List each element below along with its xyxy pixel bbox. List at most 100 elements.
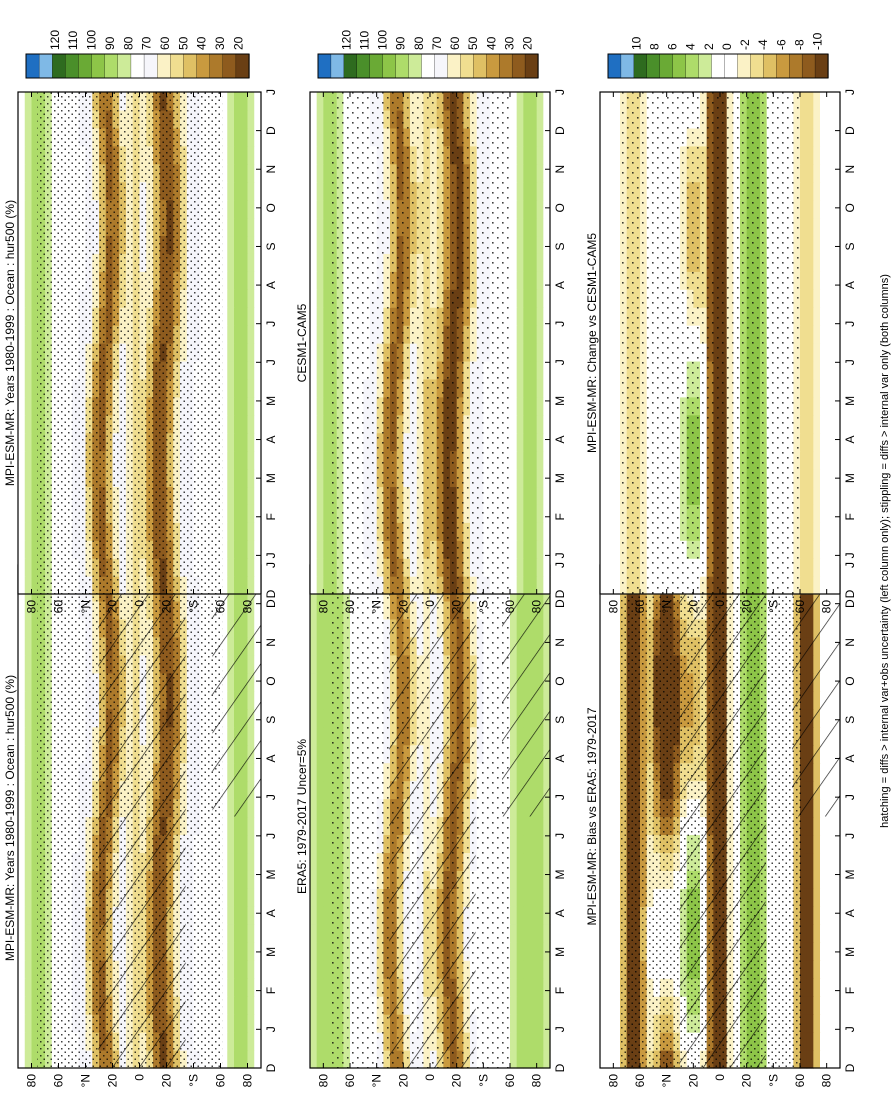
field-cell — [227, 540, 235, 559]
field-cell — [523, 307, 531, 326]
colorbar-swatch — [317, 53, 332, 79]
field-cell — [516, 1032, 524, 1051]
field-cell — [536, 468, 544, 488]
field-cell — [247, 235, 255, 254]
field-cell — [24, 576, 33, 595]
field-cell — [240, 888, 249, 907]
lat-label: 60 — [52, 600, 66, 614]
field-cell — [310, 1014, 318, 1033]
field-cell — [523, 163, 531, 183]
field-cell — [826, 1032, 834, 1051]
field-cell — [323, 127, 331, 147]
field-cell — [536, 289, 544, 308]
field-cell — [323, 636, 331, 656]
field-cell — [536, 834, 544, 854]
field-cell — [310, 181, 318, 201]
field-cell — [240, 1014, 249, 1033]
field-cell — [220, 522, 228, 541]
field-cell — [543, 289, 551, 308]
field-cell — [254, 1050, 262, 1069]
field-cell — [516, 996, 524, 1015]
field-cell — [613, 924, 621, 943]
field-cell — [813, 852, 821, 871]
field-cell — [536, 522, 544, 541]
field-cell — [31, 307, 39, 326]
field-cell — [234, 834, 242, 854]
field-cell — [227, 271, 235, 290]
field-cell — [240, 816, 249, 836]
field-cell — [227, 486, 235, 505]
lat-label: 80 — [316, 600, 330, 614]
field-cell — [227, 217, 235, 237]
field-cell — [227, 109, 235, 129]
field-cell — [18, 798, 26, 818]
field-cell — [234, 468, 242, 488]
lat-label: 60 — [503, 1074, 517, 1088]
colorbar-label: 20 — [521, 36, 535, 50]
field-cell — [530, 360, 538, 380]
field-cell — [530, 450, 538, 470]
field-cell — [310, 762, 318, 782]
colorbar-label: 120 — [339, 30, 353, 50]
field-cell — [227, 558, 235, 577]
colorbar-label: 90 — [103, 36, 117, 50]
lat-label: 20 — [396, 600, 410, 614]
field-cell — [523, 540, 531, 559]
field-cell — [24, 888, 33, 907]
field-cell — [516, 199, 524, 219]
field-cell — [254, 253, 262, 272]
field-cell — [316, 145, 324, 165]
field-cell — [316, 636, 324, 656]
field-cell — [24, 127, 33, 147]
field-cell — [254, 1014, 262, 1033]
field-cell — [24, 271, 33, 290]
field-cell — [31, 235, 39, 254]
month-label: D — [553, 126, 567, 135]
field-cell — [234, 307, 242, 326]
field-cell — [516, 834, 524, 854]
field-cell — [316, 343, 324, 362]
colorbar-swatch — [104, 53, 119, 79]
field-cell — [833, 888, 841, 907]
field-cell — [600, 1050, 608, 1069]
field-cell — [254, 343, 262, 362]
field-cell — [18, 744, 26, 764]
field-cell — [234, 996, 242, 1015]
month-label: M — [264, 870, 278, 880]
field-cell — [606, 1032, 614, 1051]
panel-title: CESM1-CAM5 — [295, 303, 309, 382]
field-cell — [543, 522, 551, 541]
field-cell — [316, 253, 324, 272]
field-cell — [543, 486, 551, 505]
field-cell — [826, 852, 834, 871]
colorbar-label: 30 — [502, 36, 516, 50]
field-cell — [24, 325, 33, 344]
field-cell — [310, 600, 318, 620]
field-cell — [254, 978, 262, 997]
field-cell — [800, 888, 808, 907]
field-cell — [800, 906, 808, 925]
month-label: A — [553, 436, 567, 444]
field-cell — [323, 1014, 331, 1033]
lat-label: 60 — [503, 600, 517, 614]
field-cell — [234, 540, 242, 559]
field-cell — [516, 1050, 524, 1069]
field-cell — [600, 942, 608, 961]
field-cell — [530, 1032, 538, 1051]
colorbar-swatch — [209, 53, 224, 79]
field-cell — [806, 888, 814, 907]
field-cell — [516, 870, 524, 889]
field-cell — [220, 343, 228, 362]
field-cell — [234, 163, 242, 183]
field-cell — [18, 145, 26, 165]
field-cell — [240, 414, 249, 434]
field-cell — [220, 852, 228, 871]
field-cell — [606, 762, 614, 782]
field-cell — [31, 253, 39, 272]
field-cell — [234, 181, 242, 201]
field-cell — [543, 199, 551, 219]
colorbar-swatch — [395, 53, 410, 79]
field-cell — [516, 92, 524, 111]
field-cell — [227, 504, 235, 523]
